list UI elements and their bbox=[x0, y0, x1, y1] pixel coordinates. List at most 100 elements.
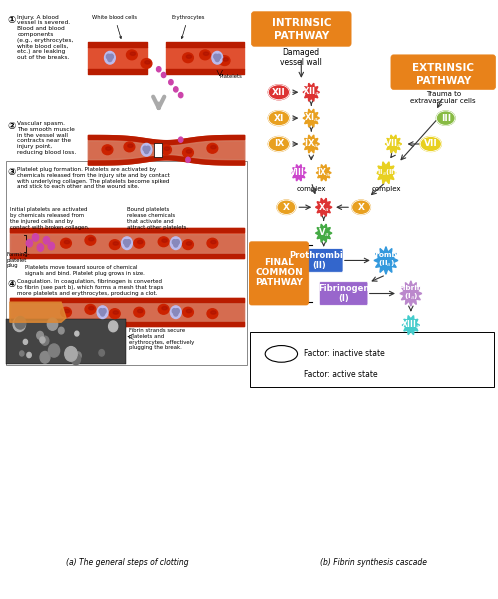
Text: XIII$_a$: XIII$_a$ bbox=[401, 319, 420, 331]
FancyBboxPatch shape bbox=[319, 282, 368, 305]
Circle shape bbox=[97, 306, 108, 319]
Ellipse shape bbox=[268, 85, 289, 99]
Text: V$_a$: V$_a$ bbox=[318, 227, 330, 240]
Text: ②: ② bbox=[7, 121, 15, 131]
Circle shape bbox=[15, 316, 26, 329]
Circle shape bbox=[32, 234, 39, 241]
Ellipse shape bbox=[137, 309, 143, 313]
Text: Coagulation. In coagulation, fibrinogen is converted
to fibrin (see part b), whi: Coagulation. In coagulation, fibrinogen … bbox=[17, 279, 163, 296]
Polygon shape bbox=[402, 316, 419, 335]
Ellipse shape bbox=[203, 52, 209, 56]
Polygon shape bbox=[303, 109, 320, 127]
Ellipse shape bbox=[89, 237, 94, 241]
Circle shape bbox=[186, 157, 190, 162]
Text: Prothrombin
(II): Prothrombin (II) bbox=[289, 251, 349, 270]
Text: Fibrinogen
(I): Fibrinogen (I) bbox=[318, 284, 370, 303]
Polygon shape bbox=[374, 247, 398, 274]
Ellipse shape bbox=[277, 200, 296, 214]
Text: Platelets: Platelets bbox=[220, 74, 243, 79]
Circle shape bbox=[75, 352, 81, 359]
Text: complex: complex bbox=[371, 186, 401, 192]
Text: Damaged
vessel wall: Damaged vessel wall bbox=[280, 48, 322, 67]
Circle shape bbox=[144, 149, 148, 153]
Text: III: III bbox=[441, 114, 451, 123]
Ellipse shape bbox=[186, 150, 192, 153]
Ellipse shape bbox=[420, 137, 441, 152]
Circle shape bbox=[175, 308, 179, 313]
Ellipse shape bbox=[85, 304, 96, 314]
Text: EXTRINSIC: EXTRINSIC bbox=[412, 63, 474, 73]
Text: Thrombin
(II$_a$): Thrombin (II$_a$) bbox=[366, 252, 406, 269]
Text: Erythrocytes: Erythrocytes bbox=[171, 15, 205, 38]
FancyBboxPatch shape bbox=[294, 249, 343, 272]
Circle shape bbox=[71, 354, 81, 365]
Circle shape bbox=[214, 54, 218, 59]
Ellipse shape bbox=[162, 239, 167, 243]
Text: ④: ④ bbox=[7, 279, 15, 289]
Circle shape bbox=[212, 52, 223, 64]
Ellipse shape bbox=[183, 240, 193, 250]
Ellipse shape bbox=[207, 238, 218, 248]
Ellipse shape bbox=[186, 55, 192, 58]
Circle shape bbox=[122, 237, 132, 250]
Polygon shape bbox=[376, 162, 396, 184]
Circle shape bbox=[143, 146, 147, 151]
FancyBboxPatch shape bbox=[250, 332, 495, 387]
Ellipse shape bbox=[106, 147, 111, 150]
Bar bbox=[154, 143, 162, 157]
Polygon shape bbox=[316, 198, 332, 216]
Text: Bound platelets
release chemicals
that activate and
attract other platelets.: Bound platelets release chemicals that a… bbox=[127, 207, 188, 229]
Ellipse shape bbox=[127, 144, 133, 147]
Circle shape bbox=[174, 242, 178, 247]
Ellipse shape bbox=[130, 52, 135, 56]
Ellipse shape bbox=[268, 137, 289, 152]
Circle shape bbox=[172, 240, 176, 244]
Circle shape bbox=[169, 80, 173, 85]
Ellipse shape bbox=[61, 238, 71, 248]
Circle shape bbox=[23, 340, 27, 344]
Circle shape bbox=[99, 350, 105, 356]
Ellipse shape bbox=[207, 143, 218, 153]
Polygon shape bbox=[400, 281, 422, 306]
Circle shape bbox=[75, 331, 79, 336]
Circle shape bbox=[178, 137, 183, 143]
Text: VII$_a$(III): VII$_a$(III) bbox=[372, 168, 400, 178]
Ellipse shape bbox=[141, 59, 152, 68]
Circle shape bbox=[58, 327, 64, 334]
Ellipse shape bbox=[183, 148, 193, 158]
Ellipse shape bbox=[158, 304, 169, 314]
Circle shape bbox=[27, 352, 31, 358]
Circle shape bbox=[172, 308, 176, 313]
Circle shape bbox=[170, 306, 181, 319]
Ellipse shape bbox=[124, 142, 135, 152]
Circle shape bbox=[107, 54, 111, 59]
Circle shape bbox=[174, 311, 178, 316]
Circle shape bbox=[13, 317, 25, 331]
Text: White blood cells: White blood cells bbox=[92, 15, 137, 38]
Ellipse shape bbox=[211, 311, 216, 314]
Circle shape bbox=[43, 237, 50, 244]
Circle shape bbox=[175, 240, 179, 244]
Text: Factor: active state: Factor: active state bbox=[304, 370, 377, 379]
Text: Trauma to
extravascular cells: Trauma to extravascular cells bbox=[410, 91, 476, 104]
Text: XI$_a$: XI$_a$ bbox=[304, 112, 319, 125]
Text: ③: ③ bbox=[7, 167, 15, 177]
Text: XII$_a$: XII$_a$ bbox=[302, 86, 320, 98]
Ellipse shape bbox=[268, 111, 289, 126]
Text: Platelet plug formation. Platelets are activated by
chemicals released from the : Platelet plug formation. Platelets are a… bbox=[17, 167, 170, 189]
Circle shape bbox=[109, 321, 118, 332]
Circle shape bbox=[156, 66, 161, 72]
Ellipse shape bbox=[223, 58, 228, 61]
Text: (b) Fibrin synthesis cascade: (b) Fibrin synthesis cascade bbox=[320, 558, 427, 567]
Text: X: X bbox=[358, 202, 365, 212]
Circle shape bbox=[170, 237, 181, 250]
Circle shape bbox=[125, 242, 129, 247]
Ellipse shape bbox=[211, 240, 216, 244]
Ellipse shape bbox=[110, 240, 120, 250]
Text: VIII$_a$: VIII$_a$ bbox=[289, 167, 309, 179]
Circle shape bbox=[102, 308, 106, 313]
Ellipse shape bbox=[85, 235, 96, 245]
Ellipse shape bbox=[186, 242, 192, 245]
FancyBboxPatch shape bbox=[249, 242, 309, 305]
Circle shape bbox=[141, 143, 152, 156]
